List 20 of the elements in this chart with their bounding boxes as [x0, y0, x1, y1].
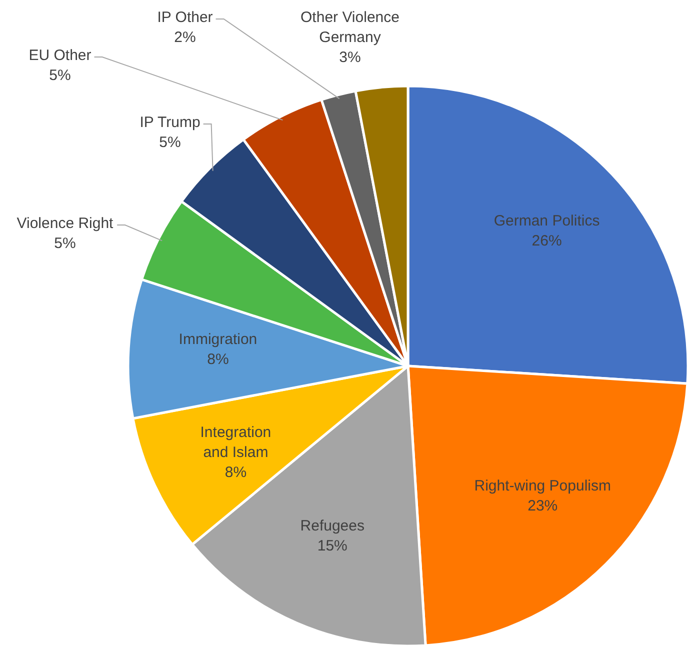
slice-label: Immigration: [178, 331, 258, 348]
slice-label: Right-wing Populism: [474, 478, 611, 495]
data-label: 15%: [317, 538, 348, 555]
data-label: 5%: [54, 235, 76, 252]
slice-label: Other Violence Germany: [300, 9, 400, 46]
data-label: 23%: [528, 498, 558, 515]
data-label: 3%: [339, 49, 361, 66]
data-label: 2%: [174, 29, 196, 46]
slice-label: Refugees: [300, 518, 364, 535]
slice-label: IP Trump: [140, 114, 200, 131]
slice-label: IP Other: [157, 9, 213, 26]
data-label: 5%: [159, 134, 181, 151]
slice-label: EU Other: [28, 47, 92, 64]
data-label: 26%: [532, 232, 562, 250]
data-label: 5%: [49, 67, 71, 84]
data-label: 8%: [207, 351, 229, 368]
slice-label: Violence Right: [16, 215, 114, 232]
slice-label: Integration and Islam: [200, 424, 272, 462]
slice-label: German Politics: [494, 212, 600, 230]
data-label: 8%: [224, 464, 247, 482]
